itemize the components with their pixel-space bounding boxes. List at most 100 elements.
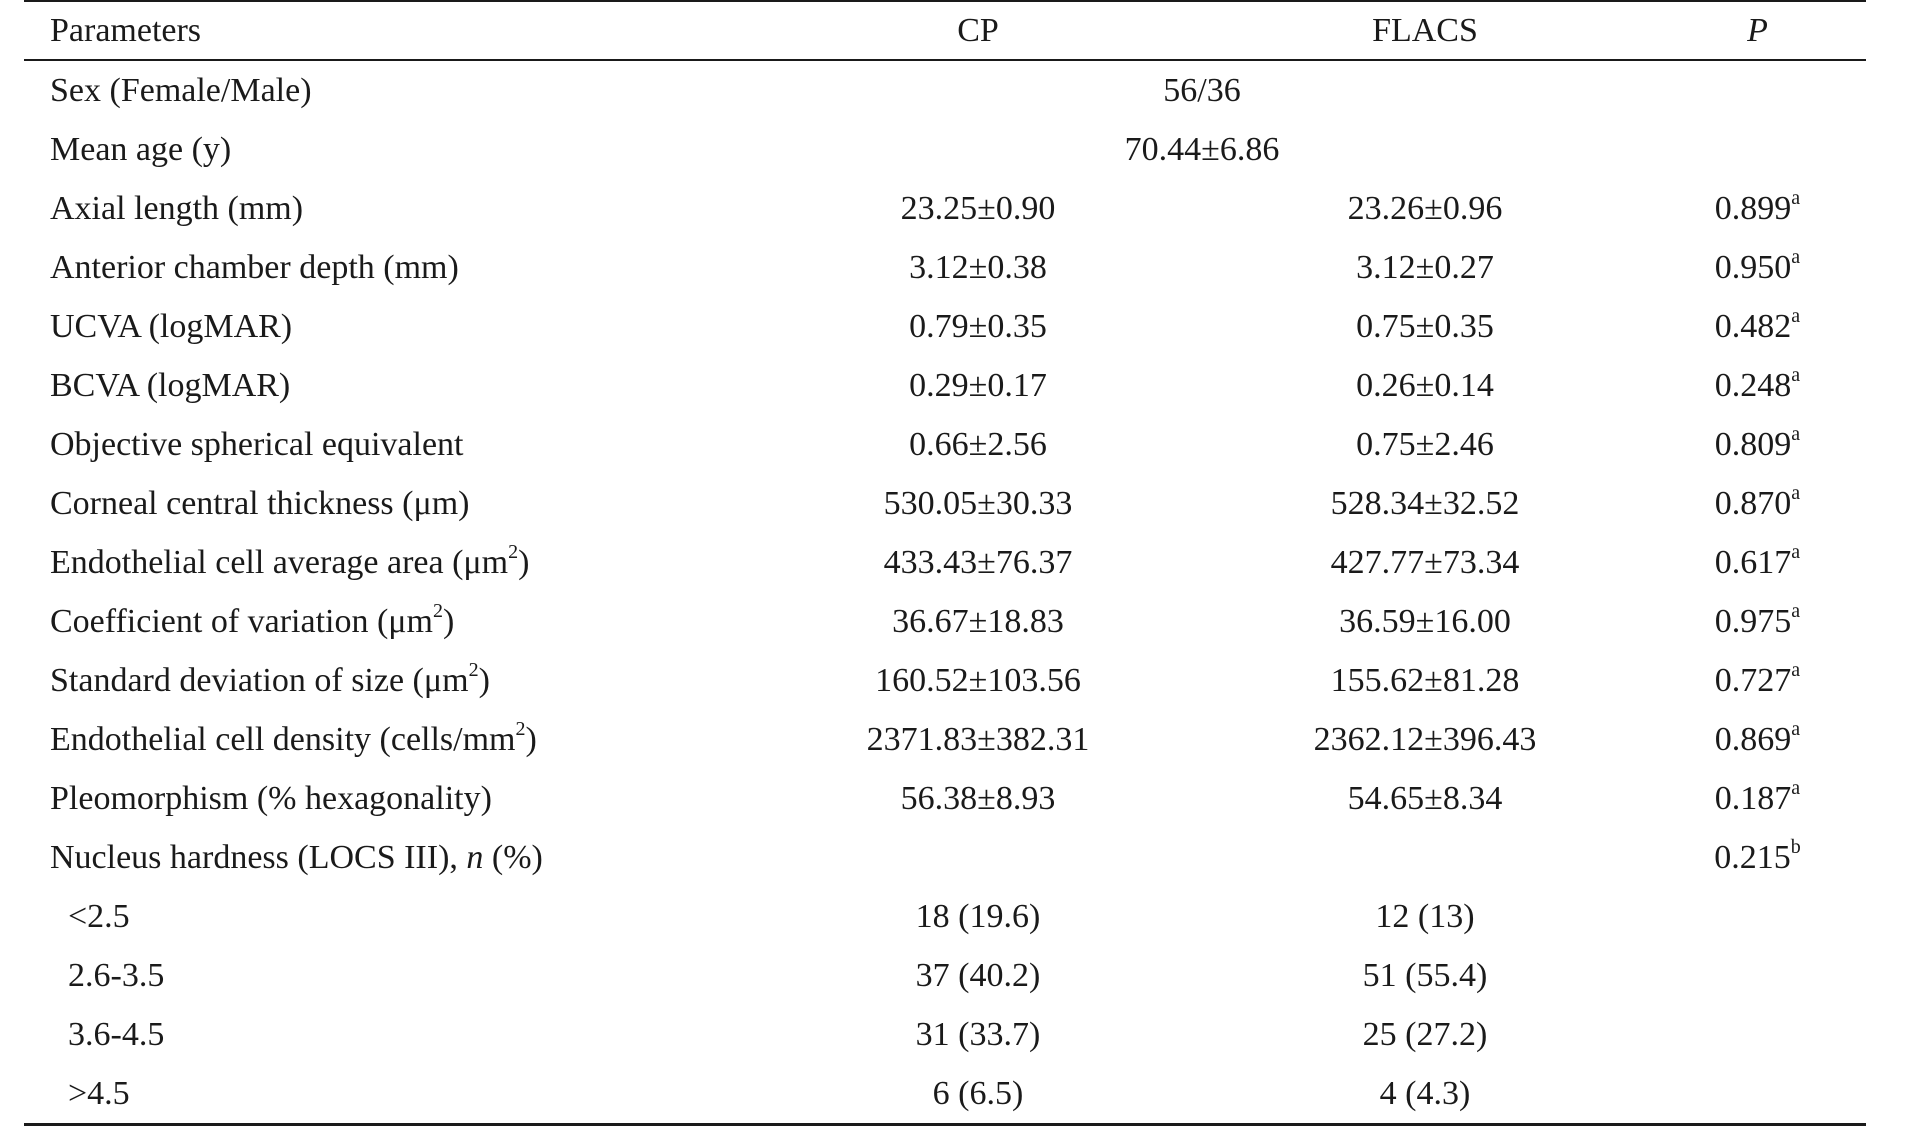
- row-p-age: [1649, 120, 1866, 179]
- table-row: Endothelial cell average area (μm2) 433.4…: [24, 533, 1866, 592]
- row-p-value: 0.187a: [1649, 769, 1866, 828]
- row-label: Coefficient of variation (μm2): [24, 592, 755, 651]
- nucleus-flacs-empty: [1201, 828, 1649, 887]
- row-flacs-value: 0.75±2.46: [1356, 426, 1494, 463]
- baseline-characteristics-table-container: Parameters CP FLACS P Sex (Female/Male) …: [24, 0, 1866, 1126]
- row-p-superscript: a: [1791, 304, 1801, 327]
- row-label: Axial length (mm): [24, 179, 755, 238]
- table-row: Anterior chamber depth (mm) 3.12±0.38 3.12…: [24, 238, 1866, 297]
- row-p-number: 0.975: [1714, 603, 1792, 640]
- row-label-text: Standard deviation of size (μm: [50, 662, 469, 699]
- row-p-number: 0.727: [1714, 662, 1792, 699]
- row-label-age: Mean age (y): [50, 131, 232, 168]
- row-p-value: 0.809a: [1649, 415, 1866, 474]
- row-flacs-value: 3.12±0.27: [1356, 249, 1494, 286]
- row-label: BCVA (logMAR): [24, 356, 755, 415]
- row-label-superscript: 2: [432, 599, 443, 622]
- header-p-value: P: [1649, 1, 1866, 60]
- row-p-superscript: a: [1791, 658, 1801, 681]
- row-label-superscript: 2: [508, 540, 519, 563]
- row-label-end: ): [442, 603, 455, 640]
- row-label: Endothelial cell density (cells/mm2): [24, 710, 755, 769]
- row-label-text: Anterior chamber depth (mm): [50, 249, 459, 286]
- row-value-sex: 56/36: [1163, 72, 1241, 109]
- nucleus-label-prefix: Nucleus hardness (LOCS III),: [50, 839, 467, 876]
- row-p-value: 0.975a: [1649, 592, 1866, 651]
- table-row: Axial length (mm) 23.25±0.90 23.26±0.96 0.8…: [24, 179, 1866, 238]
- row-p-value: 0.899a: [1649, 179, 1866, 238]
- nucleus-grade-label: 2.6-3.5: [68, 957, 165, 994]
- row-label-end: ): [478, 662, 490, 699]
- table-row: Coefficient of variation (μm2) 36.67±18.8…: [24, 592, 1866, 651]
- row-cp-value: 36.67±18.83: [892, 603, 1064, 640]
- row-p-value: 0.248a: [1649, 356, 1866, 415]
- nucleus-label-suffix: (%): [483, 839, 543, 876]
- row-flacs-value: 23.26±0.96: [1347, 190, 1503, 227]
- row-p-number: 0.248: [1714, 367, 1792, 404]
- row-label: Anterior chamber depth (mm): [24, 238, 755, 297]
- row-p-superscript: a: [1791, 363, 1801, 386]
- row-cp-value: 3.12±0.38: [909, 249, 1047, 286]
- nucleus-grade-flacs: 51 (55.4): [1362, 957, 1488, 994]
- row-label-text: Objective spherical equivalent: [50, 426, 464, 463]
- table-row-age: Mean age (y) 70.44±6.86: [24, 120, 1866, 179]
- nucleus-p-superscript: b: [1790, 835, 1801, 858]
- row-p-superscript: a: [1791, 717, 1801, 740]
- row-label-text: Axial length (mm): [50, 190, 304, 227]
- row-p-value: 0.617a: [1649, 533, 1866, 592]
- row-label-nucleus-hardness: Nucleus hardness (LOCS III), n (%): [24, 828, 755, 887]
- nucleus-grade-cp: 6 (6.5): [932, 1075, 1024, 1112]
- row-label: Endothelial cell average area (μm2): [24, 533, 755, 592]
- row-flacs-value: 427.77±73.34: [1330, 544, 1520, 581]
- row-p-sex: [1649, 60, 1866, 120]
- row-flacs-value: 155.62±81.28: [1330, 662, 1520, 699]
- row-cp-value: 160.52±103.56: [875, 662, 1081, 699]
- row-p-superscript: a: [1791, 776, 1801, 799]
- row-cp-value: 2371.83±382.31: [866, 721, 1090, 758]
- nucleus-grade-cp: 37 (40.2): [915, 957, 1041, 994]
- row-p-superscript: a: [1791, 481, 1801, 504]
- row-flacs-value: 36.59±16.00: [1339, 603, 1511, 640]
- table-row-nucleus-hardness: Nucleus hardness (LOCS III), n (%) 0.215b: [24, 828, 1866, 887]
- nucleus-grade-label: >4.5: [68, 1075, 130, 1112]
- baseline-characteristics-table: Parameters CP FLACS P Sex (Female/Male) …: [24, 0, 1866, 1126]
- row-p-superscript: a: [1791, 245, 1801, 268]
- row-p-number: 0.950: [1714, 249, 1792, 286]
- row-flacs-value: 2362.12±396.43: [1313, 721, 1537, 758]
- table-row: Endothelial cell density (cells/mm2) 2371…: [24, 710, 1866, 769]
- row-cp-value: 0.79±0.35: [909, 308, 1047, 345]
- table-row: BCVA (logMAR) 0.29±0.17 0.26±0.14 0.248a: [24, 356, 1866, 415]
- row-p-number: 0.809: [1714, 426, 1792, 463]
- header-cp: CP: [957, 12, 999, 49]
- row-label-superscript: 2: [468, 658, 479, 681]
- row-label-text: UCVA (logMAR): [50, 308, 293, 345]
- nucleus-grade-p-empty: [1649, 1064, 1866, 1125]
- row-p-value: 0.950a: [1649, 238, 1866, 297]
- table-row: Objective spherical equivalent 0.66±2.56 0…: [24, 415, 1866, 474]
- row-label: UCVA (logMAR): [24, 297, 755, 356]
- row-p-superscript: a: [1791, 186, 1801, 209]
- table-row: Pleomorphism (% hexagonality) 56.38±8.93 5…: [24, 769, 1866, 828]
- row-flacs-value: 0.75±0.35: [1356, 308, 1494, 345]
- row-label: Objective spherical equivalent: [24, 415, 755, 474]
- row-label: Pleomorphism (% hexagonality): [24, 769, 755, 828]
- row-label: Corneal central thickness (μm): [24, 474, 755, 533]
- row-p-superscript: a: [1791, 599, 1801, 622]
- row-label-text: Corneal central thickness (μm): [50, 485, 470, 522]
- row-cp-value: 530.05±30.33: [883, 485, 1073, 522]
- row-p-number: 0.870: [1714, 485, 1792, 522]
- row-cp-value: 0.29±0.17: [909, 367, 1047, 404]
- row-label-text: BCVA (logMAR): [50, 367, 291, 404]
- table-row-nucleus-grade: >4.5 6 (6.5) 4 (4.3): [24, 1064, 1866, 1125]
- row-p-number: 0.899: [1714, 190, 1792, 227]
- table-row-nucleus-grade: 2.6-3.5 37 (40.2) 51 (55.4): [24, 946, 1866, 1005]
- nucleus-grade-label: 3.6-4.5: [68, 1016, 165, 1053]
- row-p-number: 0.482: [1714, 308, 1792, 345]
- header-p-label: P: [1747, 12, 1768, 49]
- row-flacs-value: 528.34±32.52: [1330, 485, 1520, 522]
- row-cp-value: 433.43±76.37: [883, 544, 1073, 581]
- row-label-end: ): [525, 721, 537, 758]
- nucleus-grade-cp: 18 (19.6): [915, 898, 1041, 935]
- row-label-end: ): [518, 544, 530, 581]
- row-p-superscript: a: [1791, 540, 1801, 563]
